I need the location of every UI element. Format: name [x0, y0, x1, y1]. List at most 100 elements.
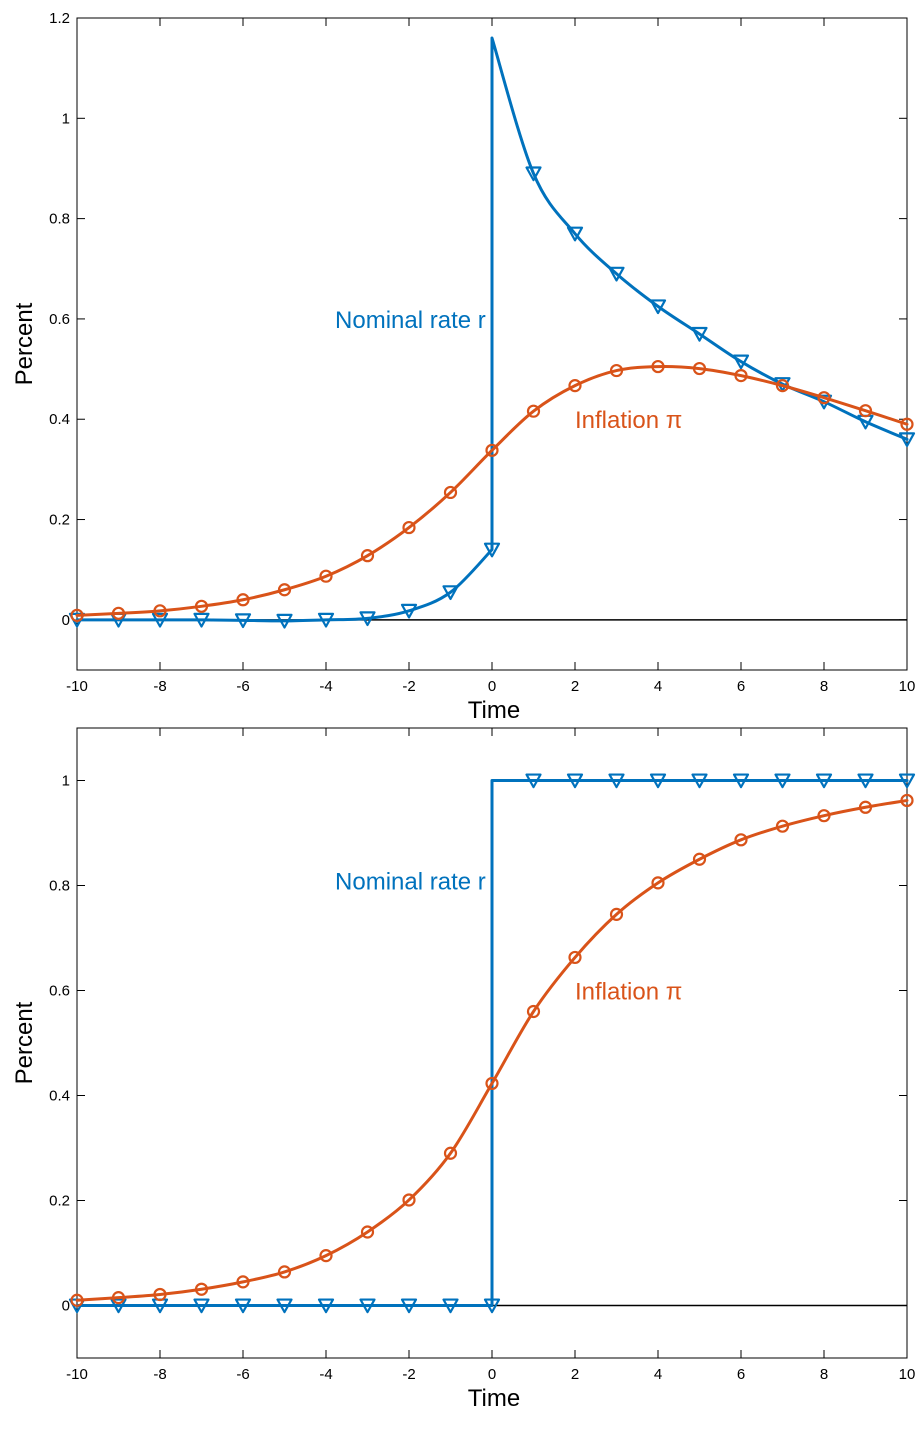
y-tick-label: 0 — [62, 1298, 70, 1315]
marker-inflation — [153, 604, 167, 618]
marker-inflation — [734, 833, 748, 847]
marker-inflation — [568, 379, 582, 393]
marker-inflation — [153, 1287, 167, 1302]
x-tick-label: -8 — [153, 1366, 166, 1383]
x-tick-label: 6 — [737, 678, 745, 695]
panel-bottom: -10 -8 -6 -4 -2 0 2 4 6 8 10 0 0.2 0.4 0.6 0.8 1 Time Perc… — [11, 727, 916, 1412]
marker-nominal — [566, 773, 584, 789]
y-tick-label: 0.8 — [49, 211, 70, 228]
marker-inflation — [402, 1193, 416, 1207]
panel-top: -10 -8 -6 -4 -2 0 2 4 6 8 10 0 0.2 0.4 0.6 0.8 1 1.2 Time P… — [11, 10, 915, 724]
marker-inflation — [443, 485, 458, 500]
marker-inflation — [319, 569, 333, 583]
y-tick-label: 1.2 — [49, 10, 70, 27]
marker-nominal — [525, 773, 542, 789]
marker-inflation — [277, 1265, 292, 1279]
marker-nominal — [566, 226, 584, 242]
x-tick-label: 10 — [899, 678, 916, 695]
marker-nominal — [234, 613, 252, 629]
marker-nominal — [317, 1298, 335, 1314]
marker-nominal — [442, 1298, 459, 1314]
x-tick-label: -6 — [236, 1366, 249, 1383]
marker-nominal — [608, 266, 625, 282]
marker-nominal — [276, 1298, 293, 1314]
marker-nominal — [483, 542, 501, 558]
marker-inflation — [360, 549, 375, 563]
y-tick-label: 0.4 — [49, 411, 70, 428]
x-tick-label: 0 — [488, 678, 496, 695]
marker-nominal — [234, 1298, 252, 1314]
marker-nominal — [483, 1298, 501, 1314]
marker-inflation — [609, 363, 624, 378]
marker-nominal — [359, 1298, 376, 1314]
marker-inflation — [775, 819, 790, 833]
marker-inflation — [900, 793, 914, 808]
marker-nominal — [898, 773, 916, 789]
marker-inflation — [858, 800, 873, 814]
x-tick-label: -2 — [402, 678, 415, 695]
y-tick-label: 1 — [62, 110, 70, 127]
marker-nominal — [649, 299, 667, 315]
marker-nominal — [525, 166, 542, 182]
marker-inflation — [485, 1076, 499, 1091]
y-axis-label: Percent — [11, 1001, 38, 1084]
series-line-nominal — [75, 36, 909, 623]
series-line-nominal — [75, 779, 909, 1307]
y-tick-label: 0.6 — [49, 983, 70, 1000]
x-tick-label: -4 — [319, 1366, 332, 1383]
annotation-nominal: Nominal rate r — [335, 307, 486, 334]
x-tick-label: 2 — [571, 678, 579, 695]
marker-nominal — [359, 611, 376, 627]
marker-nominal — [608, 773, 625, 789]
marker-inflation — [194, 1282, 209, 1296]
marker-nominal — [732, 773, 750, 789]
y-tick-label: 0.8 — [49, 878, 70, 895]
marker-inflation — [609, 907, 624, 921]
marker-inflation — [443, 1146, 458, 1160]
marker-inflation — [692, 852, 707, 866]
annotation-nominal: Nominal rate r — [335, 868, 486, 895]
series-line-inflation — [75, 798, 909, 1302]
marker-inflation — [526, 404, 541, 418]
x-axis-label: Time — [468, 1385, 520, 1412]
marker-inflation — [360, 1225, 375, 1239]
marker-inflation — [111, 1291, 126, 1305]
x-tick-label: 6 — [737, 1366, 745, 1383]
y-tick-label: 0.2 — [49, 512, 70, 529]
y-tick-label: 0.4 — [49, 1088, 70, 1105]
marker-inflation — [319, 1249, 333, 1263]
x-tick-label: 10 — [899, 1366, 916, 1383]
annotation-inflation: Inflation π — [575, 407, 682, 434]
marker-nominal — [732, 354, 750, 370]
marker-nominal — [691, 773, 708, 789]
marker-nominal — [774, 773, 791, 789]
marker-inflation — [70, 1293, 84, 1307]
x-tick-label: 8 — [820, 1366, 828, 1383]
marker-nominal — [857, 773, 874, 789]
x-tick-label: -6 — [236, 678, 249, 695]
y-tick-label: 0 — [62, 612, 70, 629]
marker-nominal — [317, 612, 335, 628]
marker-nominal — [193, 1298, 210, 1314]
marker-inflation — [568, 950, 582, 965]
marker-inflation — [900, 417, 914, 431]
y-tick-label: 0.6 — [49, 311, 70, 328]
x-tick-label: 0 — [488, 1366, 496, 1383]
marker-inflation — [775, 379, 790, 393]
marker-nominal — [276, 613, 293, 629]
marker-inflation — [734, 368, 748, 383]
marker-nominal — [815, 773, 833, 789]
series-line-inflation — [75, 364, 909, 617]
marker-nominal — [691, 326, 708, 342]
marker-inflation — [526, 1004, 541, 1019]
marker-inflation — [817, 391, 831, 405]
x-tick-label: -4 — [319, 678, 332, 695]
x-tick-label: -2 — [402, 1366, 415, 1383]
x-tick-label: 8 — [820, 678, 828, 695]
marker-inflation — [858, 404, 873, 418]
x-tick-label: -8 — [153, 678, 166, 695]
marker-inflation — [692, 361, 707, 376]
y-tick-label: 0.2 — [49, 1193, 70, 1210]
marker-nominal — [400, 603, 418, 619]
x-tick-label: 4 — [654, 1366, 662, 1383]
